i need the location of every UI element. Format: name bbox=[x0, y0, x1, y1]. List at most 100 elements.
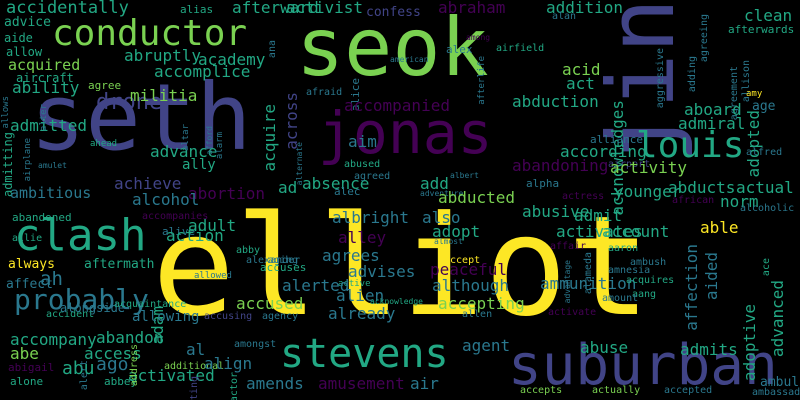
word-air: air bbox=[410, 374, 439, 393]
word-american: american bbox=[390, 55, 429, 64]
word-aang: aang bbox=[632, 289, 657, 300]
word-airfield: airfield bbox=[496, 43, 545, 54]
word-confess: confess bbox=[366, 5, 421, 20]
word-suburban: suburban bbox=[508, 333, 778, 398]
word-adopt: adopt bbox=[432, 222, 481, 241]
word-abuse: abuse bbox=[580, 338, 629, 357]
word-alert: alert bbox=[79, 360, 90, 391]
word-alongside: alongside bbox=[60, 301, 126, 315]
word-afterlife: afterlife bbox=[477, 56, 487, 105]
word-amount: amount bbox=[602, 293, 639, 304]
word-accepted: accepted bbox=[664, 385, 713, 396]
word-adoptive: adoptive bbox=[740, 304, 759, 382]
word-admits: admits bbox=[680, 340, 738, 359]
word-alcoholic: alcoholic bbox=[740, 203, 795, 214]
word-adventure: adventure bbox=[420, 189, 464, 198]
word-actress: actress bbox=[562, 191, 605, 202]
word-jonas: jonas bbox=[318, 99, 493, 167]
word-clean: clean bbox=[744, 6, 793, 25]
word-abby: abby bbox=[236, 245, 261, 256]
word-abandoning: abandoning bbox=[512, 156, 609, 175]
word-acquaintance: acquaintance bbox=[114, 299, 187, 310]
word-afraid: afraid bbox=[306, 87, 343, 98]
word-affection: affection bbox=[682, 244, 701, 331]
word-seok: seok bbox=[296, 1, 489, 94]
word-aircraft: aircraft bbox=[16, 71, 74, 85]
word-admit: admit bbox=[574, 206, 623, 225]
word-action: action bbox=[166, 226, 224, 245]
word-abducts: abducts bbox=[668, 178, 736, 197]
word-aging: aging bbox=[268, 255, 299, 266]
word-accompany: accompany bbox=[10, 330, 97, 349]
word-allen: allen bbox=[462, 309, 493, 320]
word-airport: airport bbox=[608, 159, 651, 170]
word-elliot: elliot bbox=[152, 186, 651, 347]
word-alone: alone bbox=[10, 375, 44, 388]
word-ambush: ambush bbox=[630, 257, 667, 268]
word-accepts: accepts bbox=[520, 385, 563, 396]
word-abusive: abusive bbox=[522, 202, 590, 221]
word-able: able bbox=[700, 218, 739, 237]
word-afterwards: afterwards bbox=[728, 23, 795, 36]
word-amulet: amulet bbox=[38, 161, 67, 170]
word-agrees: agrees bbox=[322, 246, 380, 265]
word-abandon: abandon bbox=[96, 328, 164, 347]
word-aide: aide bbox=[4, 31, 33, 45]
word-albert: albert bbox=[450, 171, 479, 180]
word-act: act bbox=[566, 74, 595, 93]
word-accompanied: accompanied bbox=[344, 96, 450, 115]
word-activist: activist bbox=[286, 0, 364, 17]
word-louis: louis bbox=[636, 125, 745, 166]
word-seth: seth bbox=[30, 64, 252, 171]
word-alliance: alliance bbox=[590, 133, 643, 146]
word-align: align bbox=[204, 354, 253, 373]
word-addition: addition bbox=[546, 0, 624, 17]
word-alarm: alarm bbox=[215, 132, 225, 160]
word-achieve: achieve bbox=[114, 174, 182, 193]
word-clash: clash bbox=[14, 210, 147, 261]
word-access: access bbox=[84, 344, 142, 363]
word-account: account bbox=[602, 222, 670, 241]
word-academy: academy bbox=[198, 50, 266, 69]
word-ad: ad bbox=[278, 178, 298, 197]
word-advises: advises bbox=[348, 262, 416, 281]
word-allowing: allowing bbox=[132, 309, 200, 325]
word-ambulance: ambulance bbox=[760, 375, 800, 390]
word-al: al bbox=[186, 340, 206, 359]
word-actually: actually bbox=[592, 385, 641, 396]
word-norm: norm bbox=[720, 192, 759, 211]
word-absence: absence bbox=[302, 174, 370, 193]
word-acid: acid bbox=[562, 60, 601, 79]
word-agent: agent bbox=[462, 336, 511, 355]
word-accomplice: accomplice bbox=[154, 62, 251, 81]
word-abu: abu bbox=[62, 358, 95, 379]
word-abbey: abbey bbox=[104, 375, 138, 388]
word-acquire: acquire bbox=[260, 104, 279, 172]
word-activated: activated bbox=[128, 366, 215, 385]
word-advanced: advanced bbox=[768, 280, 787, 358]
word-ally: ally bbox=[182, 157, 216, 173]
word-accidentally: accidentally bbox=[6, 0, 129, 18]
word-according: according bbox=[560, 142, 647, 161]
word-afterward: afterward bbox=[232, 0, 319, 17]
word-agency: agency bbox=[262, 311, 299, 322]
word-allow: allow bbox=[6, 45, 43, 59]
word-alter: alter bbox=[39, 104, 49, 132]
word-alex: alex bbox=[446, 43, 473, 56]
word-affair: affair bbox=[550, 241, 587, 252]
word-activate: activate bbox=[548, 307, 597, 318]
word-amends: amends bbox=[246, 374, 304, 393]
word-ago: ago bbox=[96, 354, 129, 375]
word-age: age bbox=[752, 99, 776, 114]
word-accusing: accusing bbox=[204, 311, 253, 322]
word-airplane: airplane bbox=[23, 138, 33, 182]
word-alan: alan bbox=[552, 11, 577, 22]
word-admiral: admiral bbox=[678, 114, 746, 133]
word-amy: amy bbox=[746, 89, 763, 99]
word-abducted: abducted bbox=[438, 188, 516, 207]
word-abused: abused bbox=[344, 159, 381, 170]
word-admitted: admitted bbox=[10, 116, 88, 135]
word-activates: activates bbox=[556, 222, 643, 241]
word-ahead: ahead bbox=[90, 139, 118, 149]
